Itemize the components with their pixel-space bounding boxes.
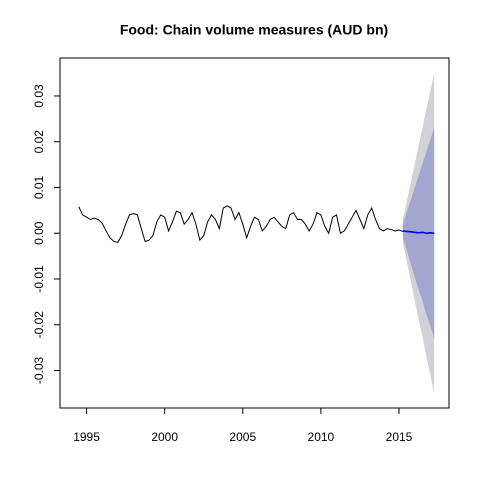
x-tick-label: 1995	[73, 430, 100, 444]
y-tick-label: 0.03	[32, 84, 46, 108]
y-tick-label: -0.03	[32, 356, 46, 384]
series-line	[78, 205, 404, 243]
x-tick-label: 2005	[229, 430, 256, 444]
y-tick-label: 0.02	[32, 130, 46, 154]
x-tick-label: 2015	[386, 430, 413, 444]
y-tick-label: 0.01	[32, 175, 46, 199]
y-tick-label: -0.02	[32, 311, 46, 339]
x-tick-label: 2000	[151, 430, 178, 444]
y-tick-label: -0.01	[32, 265, 46, 293]
y-tick-label: 0.00	[32, 221, 46, 245]
series-line	[402, 230, 435, 235]
chart-title: Food: Chain volume measures (AUD bn)	[120, 22, 388, 38]
x-tick-label: 2010	[308, 430, 335, 444]
plot-frame	[59, 57, 450, 409]
